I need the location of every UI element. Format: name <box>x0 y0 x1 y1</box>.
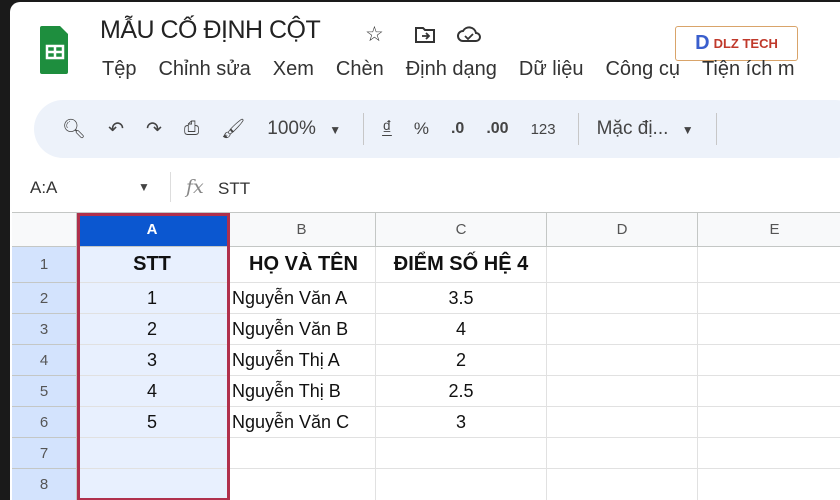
cell-d6[interactable] <box>547 407 698 438</box>
cell-d7[interactable] <box>547 438 698 469</box>
sheets-window: MẪU CỐ ĐỊNH CỘT ☆ D DLZ TECH Tệp Chỉnh sử… <box>10 2 840 500</box>
menu-tools[interactable]: Công cụ <box>605 58 680 80</box>
cloud-status-icon[interactable] <box>456 24 482 44</box>
cell-e8[interactable] <box>698 469 840 500</box>
font-value: Mặc đị... <box>596 118 669 139</box>
column-header-a[interactable]: A <box>77 213 228 247</box>
cell-d3[interactable] <box>547 314 698 345</box>
chevron-down-icon[interactable]: ▼ <box>138 180 150 194</box>
menu-bar: Tệp Chỉnh sửa Xem Chèn Định dạng Dữ liệu… <box>102 58 795 81</box>
chevron-down-icon: ▼ <box>681 123 694 137</box>
more-formats-button[interactable]: 123 <box>530 120 556 138</box>
decrease-decimal-button[interactable]: .0 <box>450 120 465 137</box>
cell-b8[interactable] <box>228 469 376 500</box>
cell-a2[interactable]: 1 <box>77 283 228 314</box>
cell-a6[interactable]: 5 <box>77 407 228 438</box>
menu-format[interactable]: Định dạng <box>405 58 497 80</box>
row-header-6[interactable]: 6 <box>12 407 77 438</box>
row-header-3[interactable]: 3 <box>12 314 77 345</box>
row-header-2[interactable]: 2 <box>12 283 77 314</box>
cell-e2[interactable] <box>698 283 840 314</box>
cell-b2[interactable]: Nguyễn Văn A <box>228 283 376 314</box>
column-header-b[interactable]: B <box>228 213 376 247</box>
column-header-c[interactable]: C <box>376 213 547 247</box>
cell-d5[interactable] <box>547 376 698 407</box>
cell-c2[interactable]: 3.5 <box>376 283 547 314</box>
cell-e4[interactable] <box>698 345 840 376</box>
zoom-select[interactable]: 100% ▼ <box>267 118 341 140</box>
redo-icon[interactable]: ↷ <box>146 118 162 140</box>
row-header-5[interactable]: 5 <box>12 376 77 407</box>
cell-d2[interactable] <box>547 283 698 314</box>
fx-icon: fx <box>186 176 204 198</box>
undo-icon[interactable]: ↶ <box>108 118 125 140</box>
cell-a3[interactable]: 2 <box>77 314 228 345</box>
cell-b4[interactable]: Nguyễn Thị A <box>228 345 376 376</box>
divider <box>363 113 365 145</box>
toolbar: 🔍︎ ↶ ↷ ⎙ 🖌︎ 100% ▼ ₫ % .0 .00 123 Mặc đị… <box>34 100 840 158</box>
divider <box>715 113 717 145</box>
menu-insert[interactable]: Chèn <box>335 58 384 80</box>
cell-c5[interactable]: 2.5 <box>376 376 547 407</box>
formula-input[interactable]: STT <box>218 179 251 198</box>
name-box[interactable]: A:A <box>30 178 58 197</box>
cell-c3[interactable]: 4 <box>376 314 547 345</box>
cell-d1[interactable] <box>547 247 698 283</box>
cell-b5[interactable]: Nguyễn Thị B <box>228 376 376 407</box>
cell-a4[interactable]: 3 <box>77 345 228 376</box>
cell-a1[interactable]: STT <box>77 247 228 283</box>
document-title[interactable]: MẪU CỐ ĐỊNH CỘT <box>100 16 321 44</box>
percent-format-button[interactable]: % <box>413 119 429 138</box>
cell-e5[interactable] <box>698 376 840 407</box>
divider <box>170 172 171 202</box>
cell-b6[interactable]: Nguyễn Văn C <box>228 407 376 438</box>
row-header-8[interactable]: 8 <box>12 469 77 500</box>
cell-e6[interactable] <box>698 407 840 438</box>
cell-b3[interactable]: Nguyễn Văn B <box>228 314 376 345</box>
cell-a7[interactable] <box>77 438 228 469</box>
menu-extensions[interactable]: Tiện ích m <box>701 58 795 80</box>
menu-edit[interactable]: Chỉnh sửa <box>158 58 251 80</box>
column-header-e[interactable]: E <box>698 213 840 247</box>
cell-c6[interactable]: 3 <box>376 407 547 438</box>
cell-e7[interactable] <box>698 438 840 469</box>
cell-b1[interactable]: HỌ VÀ TÊN <box>228 247 376 283</box>
cell-c1[interactable]: ĐIỂM SỐ HỆ 4 <box>376 247 547 283</box>
menu-data[interactable]: Dữ liệu <box>518 58 584 80</box>
column-header-d[interactable]: D <box>547 213 698 247</box>
row-header-4[interactable]: 4 <box>12 345 77 376</box>
cell-e1[interactable] <box>698 247 840 283</box>
move-folder-icon[interactable] <box>414 24 436 44</box>
menu-file[interactable]: Tệp <box>102 58 137 80</box>
divider <box>577 113 579 145</box>
search-icon[interactable]: 🔍︎ <box>62 119 87 140</box>
cell-c8[interactable] <box>376 469 547 500</box>
row-header-1[interactable]: 1 <box>12 247 77 283</box>
paint-format-icon[interactable]: 🖌︎ <box>221 119 246 140</box>
cell-d8[interactable] <box>547 469 698 500</box>
increase-decimal-button[interactable]: .00 <box>486 120 509 137</box>
star-icon[interactable]: ☆ <box>365 23 384 46</box>
select-all-corner[interactable] <box>12 213 77 247</box>
row-header-7[interactable]: 7 <box>12 438 77 469</box>
cell-a5[interactable]: 4 <box>77 376 228 407</box>
cell-b7[interactable] <box>228 438 376 469</box>
cell-e3[interactable] <box>698 314 840 345</box>
cell-c7[interactable] <box>376 438 547 469</box>
cell-d4[interactable] <box>547 345 698 376</box>
zoom-value: 100% <box>267 118 316 139</box>
print-icon[interactable]: ⎙ <box>183 118 200 139</box>
cell-c4[interactable]: 2 <box>376 345 547 376</box>
spreadsheet-grid: A B C D E 1 STT HỌ VÀ TÊN ĐIỂM SỐ HỆ 4 2 1 Nguyễn V… <box>12 212 840 500</box>
menu-view[interactable]: Xem <box>272 58 314 80</box>
currency-format-button[interactable]: ₫ <box>382 118 392 139</box>
cell-a8[interactable] <box>77 469 228 500</box>
chevron-down-icon: ▼ <box>329 123 342 137</box>
sheets-logo-icon[interactable] <box>40 24 70 76</box>
brand-watermark: D DLZ TECH <box>675 26 798 61</box>
font-select[interactable]: Mặc đị... ▼ <box>597 118 694 140</box>
